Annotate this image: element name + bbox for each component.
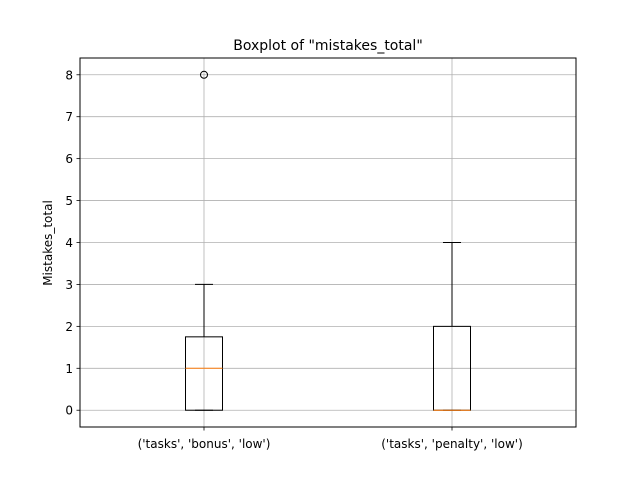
- y-tick-label: 8: [65, 68, 73, 82]
- x-tick-label: ('tasks', 'bonus', 'low'): [138, 437, 271, 451]
- outlier-point: [200, 70, 208, 79]
- y-tick-label: 0: [65, 404, 73, 418]
- y-tick-label: 7: [65, 110, 73, 124]
- x-tick-label: ('tasks', 'penalty', 'low'): [381, 437, 523, 451]
- y-tick-label: 1: [65, 362, 73, 376]
- grid-layer: [80, 58, 576, 427]
- box-layer: [185, 70, 471, 411]
- y-tick-label: 3: [65, 278, 73, 292]
- y-tick-label: 5: [65, 194, 73, 208]
- y-axis-label: Mistakes_total: [41, 200, 55, 286]
- chart-title: Boxplot of "mistakes_total": [233, 38, 423, 54]
- iqr-box: [185, 336, 223, 411]
- y-tick-label: 4: [65, 236, 73, 250]
- y-tick-label: 2: [65, 320, 73, 334]
- tick-layer: 0 1 2 3 4 5 6 7 8 ('tasks', 'bonus', 'low') ('task…: [65, 68, 522, 451]
- y-tick-label: 6: [65, 152, 73, 166]
